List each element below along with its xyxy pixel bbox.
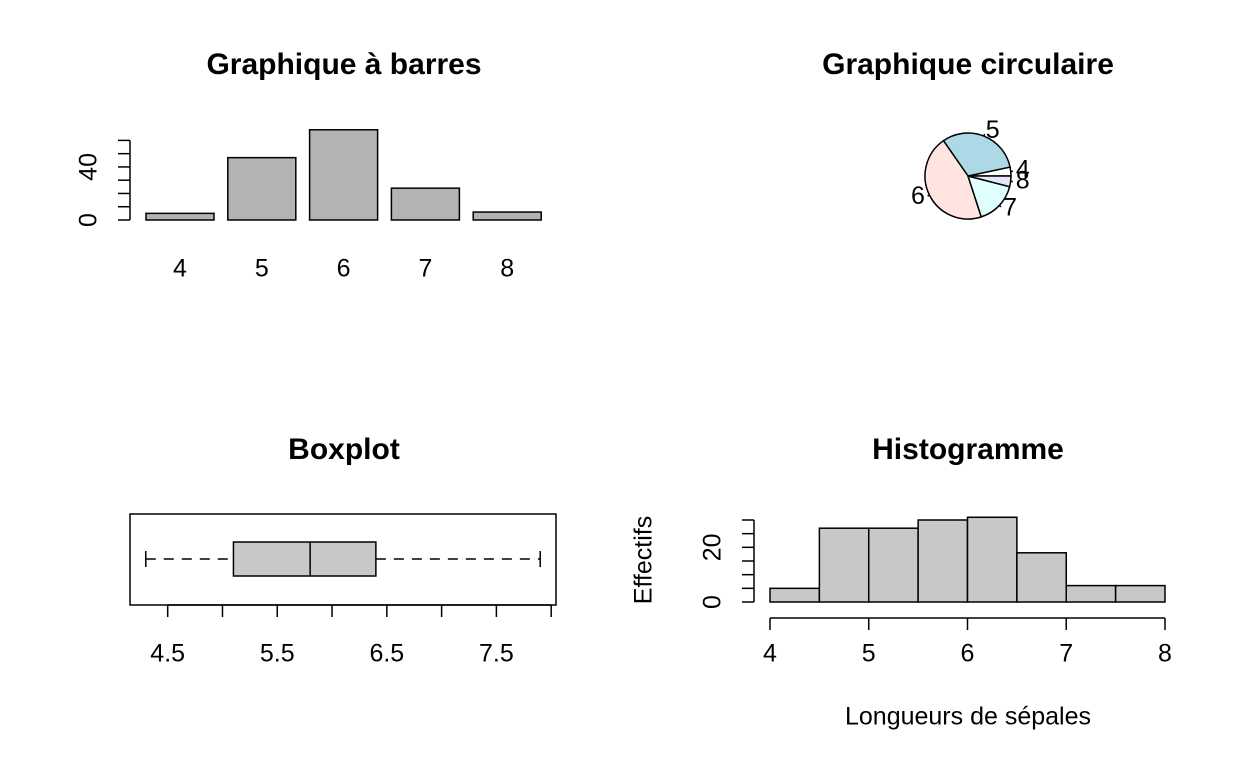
x-tick-label: 5: [255, 255, 269, 283]
x-tick-label: 8: [1158, 640, 1172, 668]
slice-label: 6: [911, 182, 925, 210]
x-tick-label: 4: [173, 255, 187, 283]
chart-title: Histogramme: [872, 433, 1064, 466]
slice-label: 4: [1016, 156, 1030, 184]
bar: [145, 212, 215, 221]
x-tick-label: 7: [1059, 640, 1073, 668]
x-tick-label: 7.5: [479, 640, 514, 668]
x-tick-label: 8: [500, 255, 514, 283]
y-tick-label: 0: [75, 213, 103, 227]
histogram-bar: [1065, 584, 1117, 603]
histogram-bar: [1016, 552, 1067, 603]
x-tick-label: 7: [418, 255, 432, 283]
x-tick-label: 6: [961, 640, 975, 668]
histogram-bar: [769, 587, 821, 603]
pie-slice: [942, 132, 1011, 177]
label-leader: [998, 204, 1002, 208]
x-tick-label: 5: [862, 640, 876, 668]
x-tick-label: 5.5: [260, 640, 295, 668]
x-tick-label: 4: [763, 640, 777, 668]
pie-slice: [924, 139, 983, 220]
x-tick-label: 6: [337, 255, 351, 283]
bar: [308, 129, 379, 221]
histogram-bar: [1114, 584, 1166, 603]
label-leader: [983, 133, 986, 137]
chart-title: Graphique circulaire: [822, 48, 1114, 81]
y-tick-label: 0: [699, 595, 727, 609]
slice-label: 7: [1003, 194, 1017, 222]
x-axis-label: Longueurs de sépales: [845, 703, 1091, 731]
slice-label: 5: [986, 116, 1000, 144]
histogram-bar: [818, 527, 870, 603]
histogram-bar: [966, 516, 1018, 603]
chart-title: Boxplot: [288, 433, 400, 466]
y-axis-label: Effectifs: [630, 516, 658, 604]
y-tick-label: 20: [699, 533, 727, 561]
y-tick-label: 40: [75, 153, 103, 181]
bar: [227, 156, 297, 221]
chart-title: Graphique à barres: [206, 48, 481, 81]
bar: [472, 211, 542, 221]
bar: [390, 187, 461, 221]
label-leader: [927, 194, 930, 197]
histogram-bar: [917, 519, 969, 603]
slice-label: 8: [1016, 167, 1030, 195]
x-tick-label: 6.5: [369, 640, 404, 668]
histogram-bar: [868, 527, 919, 603]
box: [232, 541, 377, 577]
x-tick-label: 4.5: [150, 640, 185, 668]
